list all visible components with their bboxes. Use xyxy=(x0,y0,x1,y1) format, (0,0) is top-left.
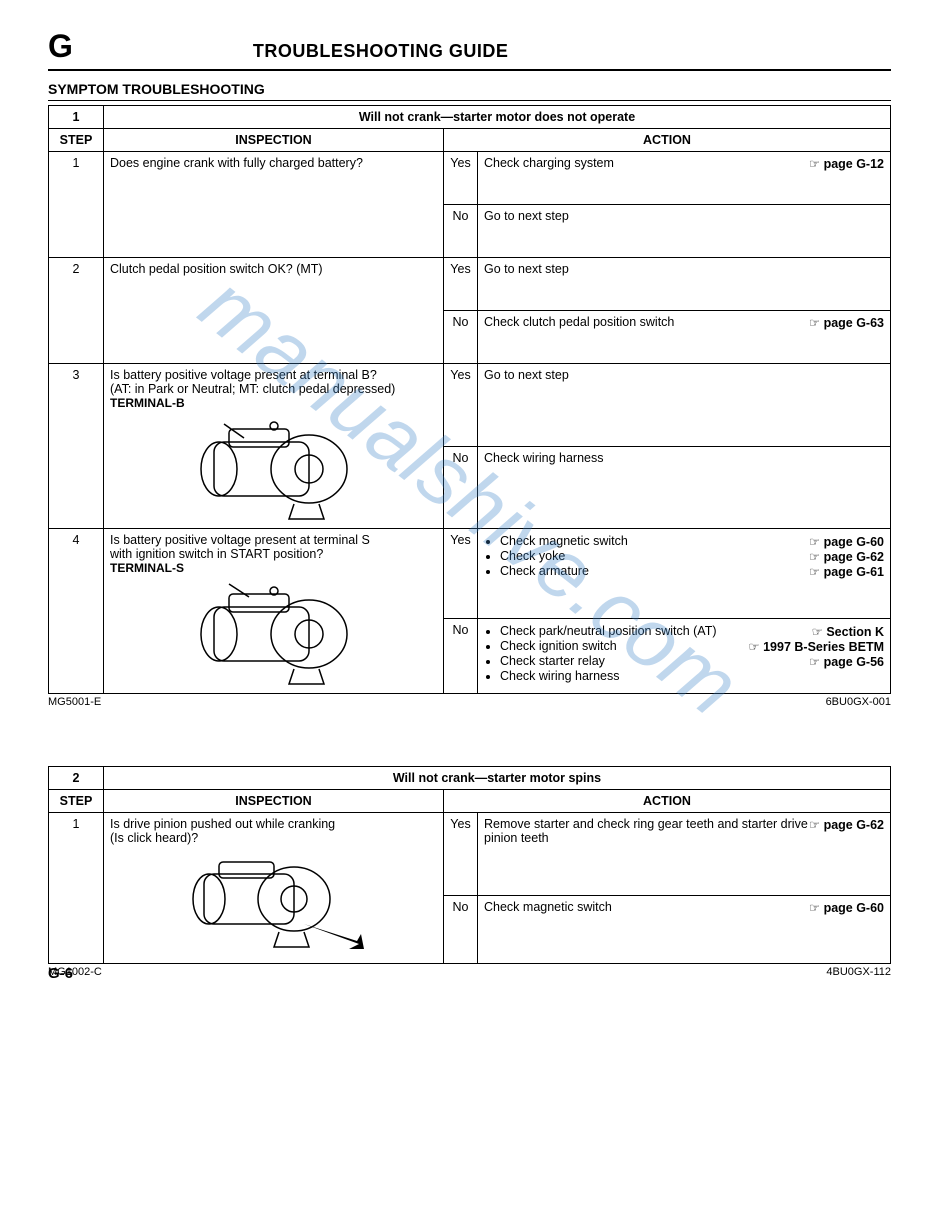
symptom-title: Will not crank—starter motor does not op… xyxy=(104,106,891,129)
col-step: STEP xyxy=(49,790,104,813)
yes-label: Yes xyxy=(444,258,478,311)
inspection-text: Is battery positive voltage present at t… xyxy=(110,368,377,382)
no-label: No xyxy=(444,311,478,364)
starter-motor-arrow-icon xyxy=(169,849,379,959)
symptom-row: 1 Will not crank—starter motor does not … xyxy=(49,106,891,129)
col-step: STEP xyxy=(49,129,104,152)
figure-codes: MG5001-E 6BU0GX-001 xyxy=(48,696,891,708)
code-right: 6BU0GX-001 xyxy=(826,696,891,708)
col-action: ACTION xyxy=(444,129,891,152)
action-text: Remove starter and check ring gear teeth… xyxy=(484,817,808,845)
page-ref: page G-63 xyxy=(809,315,884,330)
table-row: 1 Does engine crank with fully charged b… xyxy=(49,152,891,205)
starter-motor-icon xyxy=(174,414,374,524)
figure-codes: MG1002-C 4BU0GX-112 xyxy=(48,966,891,978)
action-cell: Section KCheck park/neutral position swi… xyxy=(478,619,891,694)
yes-label: Yes xyxy=(444,813,478,896)
code-left: MG5001-E xyxy=(48,696,101,708)
header-row: STEP INSPECTION ACTION xyxy=(49,129,891,152)
starter-motor-icon xyxy=(174,579,374,689)
symptom-title: Will not crank—starter motor spins xyxy=(104,767,891,790)
action-text: Check magnetic switch xyxy=(484,900,612,914)
action-cell: Check wiring harness xyxy=(478,446,891,529)
no-label: No xyxy=(444,446,478,529)
action-cell: page G-63 Check clutch pedal position sw… xyxy=(478,311,891,364)
inspection-text: with ignition switch in START position? xyxy=(110,547,323,561)
action-cell: Go to next step xyxy=(478,205,891,258)
terminal-label: TERMINAL-S xyxy=(110,561,184,575)
step-num: 3 xyxy=(49,364,104,529)
step-num: 1 xyxy=(49,813,104,964)
page-ref: 1997 B-Series BETM xyxy=(748,639,884,654)
inspection-text: Is drive pinion pushed out while crankin… xyxy=(110,817,335,831)
step-num: 2 xyxy=(49,258,104,364)
page-header: G TROUBLESHOOTING GUIDE xyxy=(48,28,891,71)
action-item: 1997 B-Series BETMCheck ignition switch xyxy=(500,639,884,653)
page-ref: page G-62 xyxy=(809,549,884,564)
inspection-text: (Is click heard)? xyxy=(110,831,198,845)
action-text: Check wiring harness xyxy=(484,451,604,465)
table-row: 2 Clutch pedal position switch OK? (MT) … xyxy=(49,258,891,311)
no-label: No xyxy=(444,619,478,694)
col-action: ACTION xyxy=(444,790,891,813)
symptom-number: 2 xyxy=(49,767,104,790)
page-ref: page G-60 xyxy=(809,900,884,915)
page-number: G-6 xyxy=(48,965,73,982)
step-num: 4 xyxy=(49,529,104,694)
section-letter: G xyxy=(48,28,73,65)
yes-label: Yes xyxy=(444,529,478,619)
action-item: Section KCheck park/neutral position swi… xyxy=(500,624,884,638)
no-label: No xyxy=(444,895,478,963)
terminal-label: TERMINAL-B xyxy=(110,396,185,410)
table-row: 3 Is battery positive voltage present at… xyxy=(49,364,891,447)
page-ref: page G-12 xyxy=(809,156,884,171)
yes-label: Yes xyxy=(444,152,478,205)
header-row: STEP INSPECTION ACTION xyxy=(49,790,891,813)
symptom-number: 1 xyxy=(49,106,104,129)
action-item: Check wiring harness xyxy=(500,669,884,683)
troubleshooting-table-1: 1 Will not crank—starter motor does not … xyxy=(48,105,891,694)
col-inspection: INSPECTION xyxy=(104,790,444,813)
action-item: page G-56Check starter relay xyxy=(500,654,884,668)
yes-label: Yes xyxy=(444,364,478,447)
action-cell: Go to next step xyxy=(478,258,891,311)
action-cell: page G-12 Check charging system xyxy=(478,152,891,205)
action-text: Check charging system xyxy=(484,156,614,170)
action-text: Go to next step xyxy=(484,368,569,382)
inspection-text: Is battery positive voltage present at t… xyxy=(110,533,370,547)
action-text: Check clutch pedal position switch xyxy=(484,315,674,329)
page-ref: page G-61 xyxy=(809,564,884,579)
page-ref: Section K xyxy=(812,624,884,639)
subheading: SYMPTOM TROUBLESHOOTING xyxy=(48,81,891,101)
action-cell: page G-60 Check magnetic switch xyxy=(478,895,891,963)
action-text: Go to next step xyxy=(484,262,569,276)
table-row: 1 Is drive pinion pushed out while crank… xyxy=(49,813,891,896)
troubleshooting-table-2: 2 Will not crank—starter motor spins STE… xyxy=(48,766,891,964)
col-inspection: INSPECTION xyxy=(104,129,444,152)
no-label: No xyxy=(444,205,478,258)
page-ref: page G-60 xyxy=(809,534,884,549)
inspection-cell: Does engine crank with fully charged bat… xyxy=(104,152,444,258)
action-cell: Go to next step xyxy=(478,364,891,447)
symptom-row: 2 Will not crank—starter motor spins xyxy=(49,767,891,790)
inspection-cell: Is battery positive voltage present at t… xyxy=(104,364,444,529)
inspection-cell: Is battery positive voltage present at t… xyxy=(104,529,444,694)
inspection-text: (AT: in Park or Neutral; MT: clutch peda… xyxy=(110,382,395,396)
table-row: 4 Is battery positive voltage present at… xyxy=(49,529,891,619)
inspection-cell: Is drive pinion pushed out while crankin… xyxy=(104,813,444,964)
action-cell: page G-62 Remove starter and check ring … xyxy=(478,813,891,896)
inspection-cell: Clutch pedal position switch OK? (MT) xyxy=(104,258,444,364)
action-item: page G-60Check magnetic switch xyxy=(500,534,884,548)
action-item: page G-61Check armature xyxy=(500,564,884,578)
page-ref: page G-56 xyxy=(809,654,884,669)
page-title: TROUBLESHOOTING GUIDE xyxy=(253,41,509,62)
action-item: page G-62Check yoke xyxy=(500,549,884,563)
action-cell: page G-60Check magnetic switch page G-62… xyxy=(478,529,891,619)
page-ref: page G-62 xyxy=(809,817,884,832)
step-num: 1 xyxy=(49,152,104,258)
code-right: 4BU0GX-112 xyxy=(826,966,891,978)
arrow-icon xyxy=(304,924,364,949)
action-text: Go to next step xyxy=(484,209,569,223)
